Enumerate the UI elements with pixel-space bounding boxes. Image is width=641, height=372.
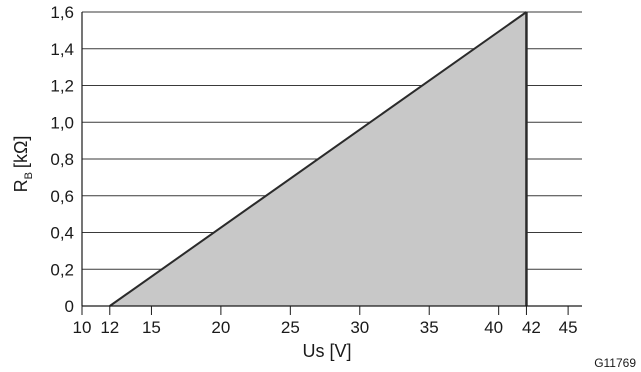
x-tick-label-20: 20 — [211, 318, 230, 337]
x-tick-marks — [81, 306, 569, 315]
x-axis-label: Us [V] — [302, 341, 351, 361]
y-tick-label-0-4: 0,4 — [50, 224, 74, 243]
x-tick-label-35: 35 — [420, 318, 439, 337]
y-tick-label-0: 0 — [65, 297, 74, 316]
svg-text:RB[kΩ]: RB [kΩ] — [11, 136, 35, 193]
y-axis-label: RB [kΩ] — [11, 136, 35, 193]
y-axis-label-main: R — [11, 179, 31, 192]
y-tick-label-1-2: 1,2 — [50, 77, 74, 96]
y-tick-label-1-6: 1,6 — [50, 3, 74, 22]
figure-code: G11769 — [594, 356, 636, 370]
x-tick-label-12: 12 — [100, 318, 119, 337]
y-tick-label-0-2: 0,2 — [50, 260, 74, 279]
y-tick-label-1-4: 1,4 — [50, 40, 74, 59]
region-edge-diagonal — [109, 11, 528, 307]
x-tick-label-25: 25 — [281, 318, 300, 337]
x-tick-labels: 10 12 15 20 25 30 35 40 42 45 — [73, 318, 578, 337]
x-tick-label-42: 42 — [522, 318, 541, 337]
x-tick-label-10: 10 — [73, 318, 92, 337]
y-tick-label-0-8: 0,8 — [50, 150, 74, 169]
y-axis-label-subscript: B — [23, 172, 35, 179]
x-tick-label-45: 45 — [559, 318, 578, 337]
y-axis-label-unit: [kΩ] — [11, 136, 31, 168]
y-tick-label-1: 1,0 — [50, 113, 74, 132]
x-tick-label-40: 40 — [484, 318, 503, 337]
y-tick-label-0-6: 0,6 — [50, 187, 74, 206]
x-tick-label-15: 15 — [142, 318, 161, 337]
x-tick-label-30: 30 — [350, 318, 369, 337]
y-tick-labels: 0 0,2 0,4 0,6 0,8 1,0 1,2 1,4 1,6 — [50, 3, 74, 316]
